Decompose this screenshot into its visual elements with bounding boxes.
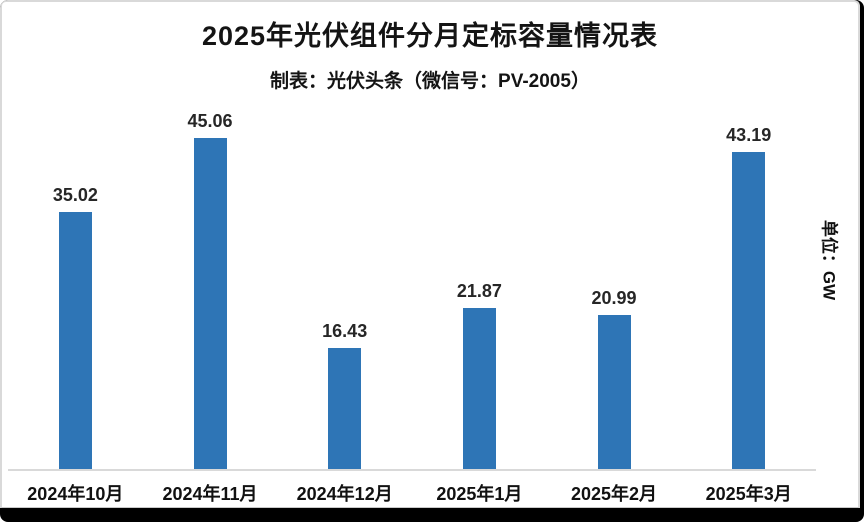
bar-chart: 35.02 45.06 16.43 21.87 20.99 43.19 2024年10月 2…: [8, 93, 816, 506]
bar: [58, 212, 92, 469]
chart-subtitle: 制表：光伏头条（微信号：PV-2005）: [270, 71, 590, 92]
x-axis-labels: 2024年10月 2024年11月 2024年12月 2025年1月 2025年2月 20…: [8, 471, 816, 506]
bar-value-label: 20.99: [591, 288, 637, 308]
x-axis-category-label: 2025年3月: [705, 484, 792, 504]
chart-title: 2025年光伏组件分月定标容量情况表: [201, 21, 659, 51]
bar-group: 20.99: [547, 288, 682, 469]
bar-group: 43.19: [681, 125, 816, 469]
plot-area: 35.02 45.06 16.43 21.87 20.99 43.19: [8, 93, 816, 471]
chart-panel: 2025年光伏组件分月定标容量情况表 制表：光伏头条（微信号：PV-2005） …: [0, 0, 860, 508]
bar: [732, 152, 766, 469]
x-axis-category-label: 2025年2月: [570, 484, 658, 504]
bar-group: 35.02: [8, 185, 143, 469]
bar: [193, 138, 227, 469]
x-axis-category-label: 2024年10月: [27, 484, 124, 504]
bar-value-label: 43.19: [726, 125, 772, 145]
bar-group: 16.43: [277, 321, 412, 469]
x-axis-category-label: 2024年12月: [296, 484, 393, 504]
x-axis-category-label: 2024年11月: [162, 484, 258, 504]
bar: [462, 308, 496, 469]
x-axis-category-label: 2025年1月: [436, 484, 523, 504]
bar: [597, 315, 631, 469]
bar: [328, 348, 362, 469]
bar-value-label: 21.87: [456, 281, 502, 301]
bar-group: 45.06: [143, 111, 278, 469]
bar-group: 21.87: [412, 281, 547, 469]
bar-value-label: 45.06: [187, 111, 233, 131]
bar-value-label: 16.43: [322, 321, 368, 341]
y-axis-unit-label: 单位：GW: [819, 219, 839, 301]
bar-value-label: 35.02: [52, 185, 98, 205]
